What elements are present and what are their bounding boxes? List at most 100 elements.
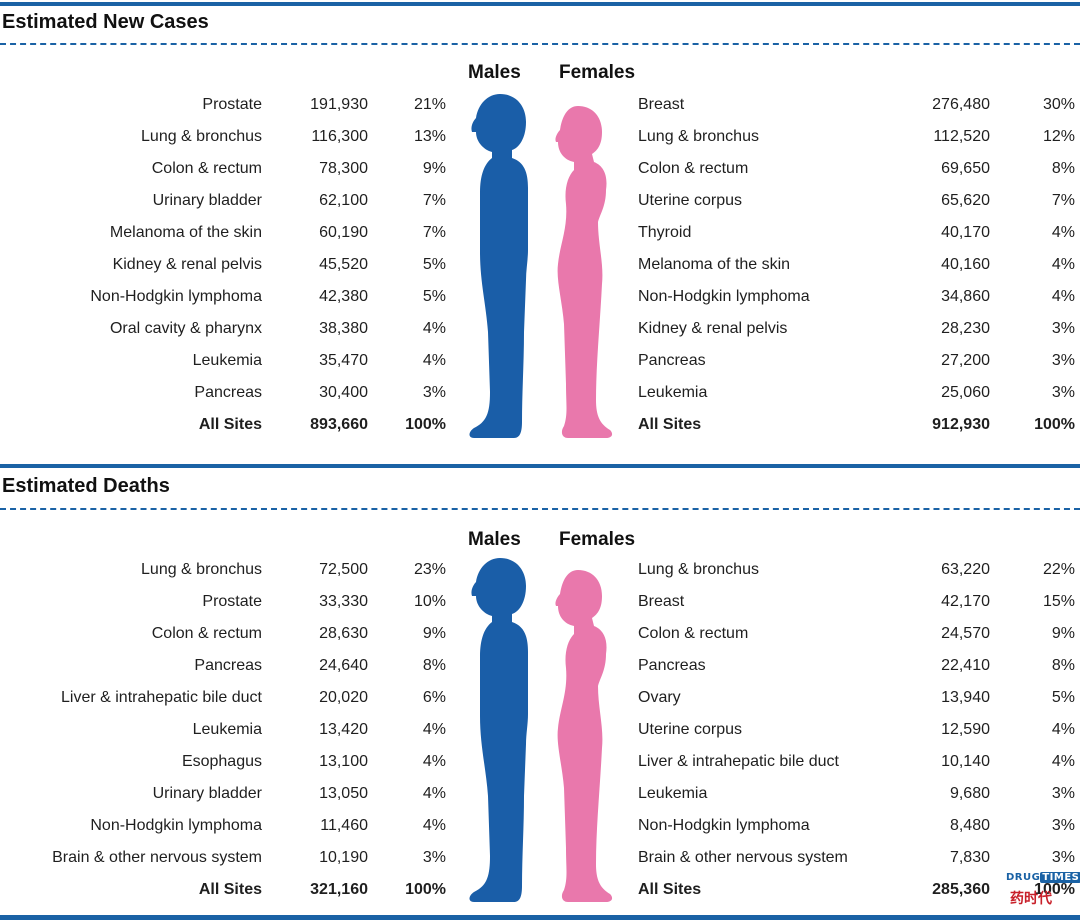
male-percent: 100%: [405, 416, 446, 433]
female-percent: 4%: [1051, 256, 1075, 273]
male-count: 35,470: [319, 352, 368, 369]
female-count: 24,570: [941, 625, 990, 642]
section-dashed-rule: [0, 43, 1080, 45]
male-count: 116,300: [311, 128, 368, 145]
table-row: Non-Hodgkin lymphoma 11,460 4% Non-Hodgkin …: [0, 814, 1080, 838]
female-count: 40,160: [941, 256, 990, 273]
female-percent: 8%: [1051, 657, 1075, 674]
female-percent: 4%: [1051, 721, 1075, 738]
table-row: Melanoma of the skin 60,190 7% Thyroid 40,17…: [0, 221, 1080, 245]
male-count: 72,500: [319, 561, 368, 578]
male-silhouette-icon: [469, 558, 528, 902]
bottom-rule: [0, 915, 1080, 920]
female-count: 27,200: [941, 352, 990, 369]
male-percent: 4%: [422, 817, 446, 834]
male-count: 33,330: [319, 593, 368, 610]
male-site-label: Lung & bronchus: [141, 561, 262, 578]
table-row: Urinary bladder 13,050 4% Leukemia 9,680 3%: [0, 782, 1080, 806]
male-count: 28,630: [319, 625, 368, 642]
male-site-label: All Sites: [198, 416, 262, 433]
female-percent: 100%: [1034, 416, 1075, 433]
male-site-label: Esophagus: [181, 753, 262, 770]
female-count: 22,410: [941, 657, 990, 674]
table-row: Kidney & renal pelvis 45,520 5% Melanoma of…: [0, 253, 1080, 277]
male-count: 60,190: [319, 224, 368, 241]
female-site-label: All Sites: [638, 416, 702, 433]
male-percent: 4%: [422, 753, 446, 770]
female-silhouette-icon: [555, 106, 613, 438]
female-percent: 3%: [1051, 320, 1075, 337]
female-site-label: Colon & rectum: [638, 160, 749, 177]
drugtimes-logo: DRUG TIMES 药时代: [1006, 872, 1080, 916]
female-percent: 9%: [1051, 625, 1075, 642]
table-row: Leukemia 13,420 4% Uterine corpus 12,590 4%: [0, 718, 1080, 742]
males-header: Males: [468, 529, 521, 550]
logo-chinese-text: 药时代: [1010, 891, 1052, 907]
female-percent: 4%: [1051, 224, 1075, 241]
female-count: 276,480: [932, 96, 990, 113]
male-percent: 5%: [422, 256, 446, 273]
male-site-label: Melanoma of the skin: [109, 224, 262, 241]
table-row: Oral cavity & pharynx 38,380 4% Kidney & re…: [0, 317, 1080, 341]
table-row: Urinary bladder 62,100 7% Uterine corpus 65,…: [0, 189, 1080, 213]
female-percent: 3%: [1051, 785, 1075, 802]
male-site-label: Leukemia: [192, 352, 262, 369]
male-count: 10,190: [319, 849, 368, 866]
female-percent: 12%: [1042, 128, 1075, 145]
male-count: 30,400: [319, 384, 368, 401]
female-count: 34,860: [941, 288, 990, 305]
male-site-label: Leukemia: [192, 721, 262, 738]
female-site-label: All Sites: [638, 881, 702, 898]
female-site-label: Pancreas: [638, 352, 706, 369]
female-site-label: Liver & intrahepatic bile duct: [638, 753, 839, 770]
female-site-label: Melanoma of the skin: [638, 256, 791, 273]
table-row: Liver & intrahepatic bile duct 20,020 6% Ov…: [0, 686, 1080, 710]
male-count: 11,460: [320, 817, 368, 834]
female-count: 9,680: [949, 785, 990, 802]
female-count: 285,360: [932, 881, 990, 898]
male-percent: 6%: [422, 689, 446, 706]
female-count: 28,230: [941, 320, 990, 337]
female-count: 12,590: [941, 721, 990, 738]
table-row: Leukemia 35,470 4% Pancreas 27,200 3%: [0, 349, 1080, 373]
male-site-label: Colon & rectum: [151, 625, 262, 642]
male-site-label: Prostate: [202, 96, 262, 113]
female-site-label: Kidney & renal pelvis: [638, 320, 788, 337]
male-percent: 21%: [413, 96, 446, 113]
male-count: 893,660: [310, 416, 368, 433]
table-row: Brain & other nervous system 10,190 3% Brai…: [0, 846, 1080, 870]
female-percent: 3%: [1051, 352, 1075, 369]
males-header: Males: [468, 62, 521, 83]
female-count: 63,220: [941, 561, 990, 578]
female-site-label: Brain & other nervous system: [638, 849, 848, 866]
female-site-label: Non-Hodgkin lymphoma: [638, 288, 810, 305]
male-count: 38,380: [319, 320, 368, 337]
table-row: Prostate 33,330 10% Breast 42,170 15%: [0, 590, 1080, 614]
male-percent: 7%: [422, 192, 446, 209]
male-count: 24,640: [319, 657, 368, 674]
male-site-label: Non-Hodgkin lymphoma: [90, 817, 262, 834]
male-count: 78,300: [319, 160, 368, 177]
table-total-row: All Sites 893,660 100% All Sites 912,930 100%: [0, 413, 1080, 437]
female-count: 7,830: [949, 849, 990, 866]
logo-text: DRUG TIMES: [1006, 872, 1080, 883]
male-count: 42,380: [319, 288, 368, 305]
female-percent: 22%: [1042, 561, 1075, 578]
male-site-label: Lung & bronchus: [141, 128, 262, 145]
female-site-label: Pancreas: [638, 657, 706, 674]
table-total-row: All Sites 321,160 100% All Sites 285,360 100%: [0, 878, 1080, 902]
male-count: 62,100: [319, 192, 368, 209]
male-percent: 4%: [422, 721, 446, 738]
female-count: 912,930: [932, 416, 990, 433]
female-count: 13,940: [941, 689, 990, 706]
male-percent: 7%: [422, 224, 446, 241]
male-percent: 13%: [413, 128, 446, 145]
table-row: Pancreas 30,400 3% Leukemia 25,060 3%: [0, 381, 1080, 405]
female-site-label: Thyroid: [638, 224, 692, 241]
female-percent: 4%: [1051, 288, 1075, 305]
females-header: Females: [559, 62, 636, 83]
male-site-label: Brain & other nervous system: [52, 849, 262, 866]
male-site-label: Oral cavity & pharynx: [109, 320, 262, 337]
table-row: Lung & bronchus 72,500 23% Lung & bronchus 6…: [0, 558, 1080, 582]
female-site-label: Lung & bronchus: [638, 561, 759, 578]
